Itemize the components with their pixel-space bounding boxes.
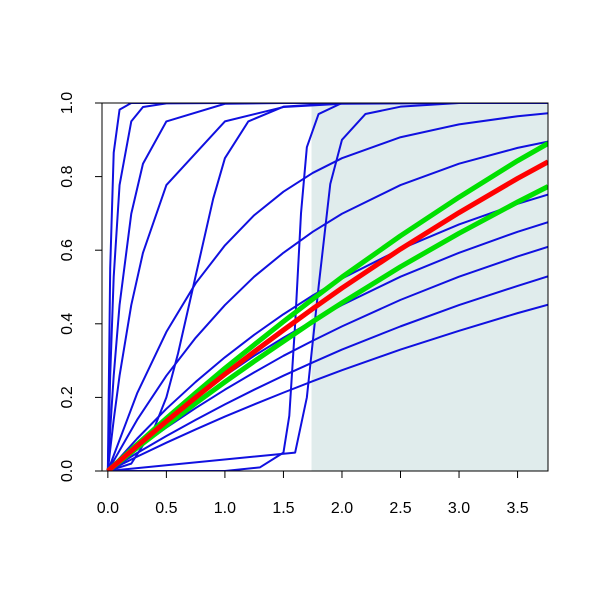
y-tick-label: 0.8: [59, 165, 76, 187]
y-tick-label: 0.0: [59, 460, 76, 482]
y-tick-label: 0.6: [59, 239, 76, 261]
series-line: [107, 275, 548, 471]
x-tick-label: 1.0: [214, 500, 236, 517]
series-line: [106, 103, 548, 471]
y-tick-label: 1.0: [59, 92, 76, 114]
lines: [106, 103, 548, 471]
series-line: [106, 103, 548, 471]
y-tick-label: 0.4: [59, 313, 76, 335]
series-line: [106, 184, 548, 471]
series-line: [106, 159, 548, 471]
x-tick-label: 3.5: [506, 500, 528, 517]
x-tick-label: 0.5: [155, 500, 177, 517]
y-tick-label: 0.2: [59, 386, 76, 408]
x-tick-label: 0.0: [97, 500, 119, 517]
x-tick-label: 2.0: [331, 500, 353, 517]
x-tick-label: 2.5: [389, 500, 411, 517]
series-line: [106, 140, 548, 471]
series-line: [106, 112, 548, 471]
series-line: [107, 103, 548, 471]
series-line: [107, 193, 548, 471]
series-line: [107, 303, 548, 471]
series-line: [106, 103, 548, 471]
x-tick-label: 1.5: [272, 500, 294, 517]
x-tick-label: 3.0: [448, 500, 470, 517]
plot-frame: [101, 102, 549, 472]
